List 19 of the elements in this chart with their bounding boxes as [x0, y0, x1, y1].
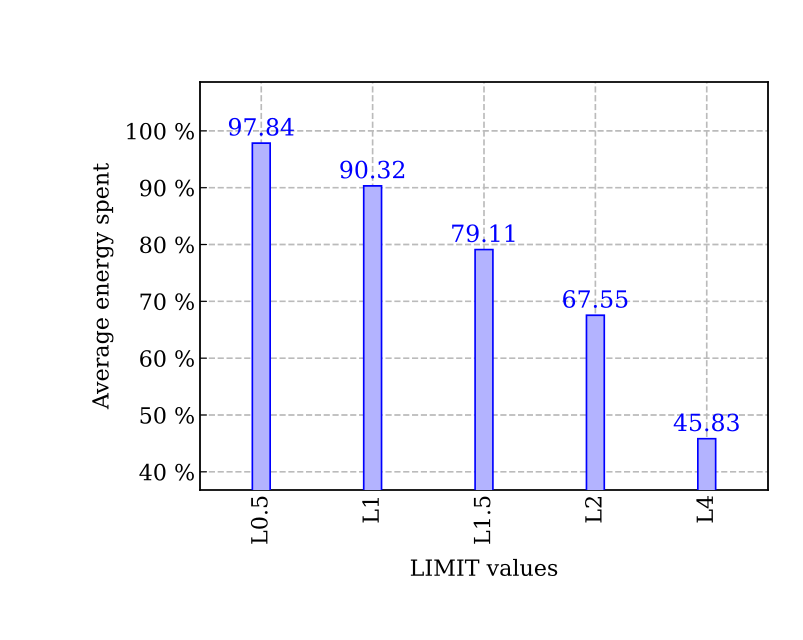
y-tick-label: 60 % — [140, 350, 194, 367]
x-tick-label: L1 — [362, 498, 379, 523]
y-tick-label: 100 % — [127, 122, 194, 140]
y-tick-label: 70 % — [140, 293, 194, 310]
x-tick-label: L2 — [585, 497, 602, 523]
data-label: 45.83 — [674, 413, 739, 432]
data-label: 67.55 — [563, 290, 628, 308]
y-tick-label: 50 % — [140, 406, 194, 424]
y-tick-label: 90 % — [140, 180, 194, 196]
y-axis-title: Average energy spent — [92, 163, 114, 410]
x-tick-label: L1.5 — [474, 496, 490, 544]
data-label: 97.84 — [228, 118, 294, 136]
y-tick-label: 40 % — [139, 464, 194, 481]
data-label: 79.11 — [452, 224, 514, 242]
x-tick-label: L4 — [696, 496, 713, 523]
y-tick-label: 80 % — [140, 236, 194, 254]
x-tick-label: L0.5 — [250, 496, 268, 544]
x-axis-title: LIMIT values — [410, 558, 558, 576]
data-label: 90.32 — [340, 160, 404, 179]
